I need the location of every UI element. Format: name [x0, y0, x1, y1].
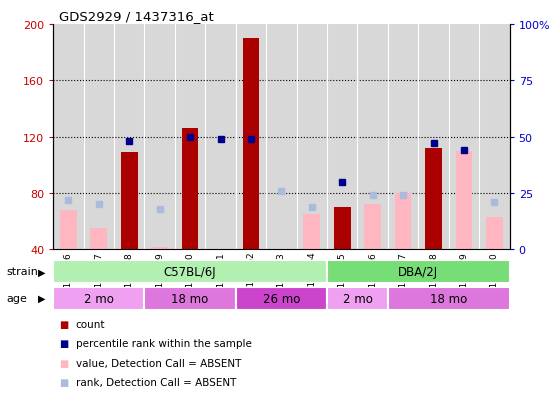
- Text: DBA/2J: DBA/2J: [398, 265, 438, 278]
- Text: 2 mo: 2 mo: [84, 292, 114, 305]
- Bar: [304, 215, 320, 250]
- Bar: [53, 260, 327, 283]
- Text: ▶: ▶: [38, 293, 45, 303]
- Text: age: age: [7, 293, 27, 303]
- Text: percentile rank within the sample: percentile rank within the sample: [76, 339, 251, 349]
- Text: count: count: [76, 319, 105, 329]
- Text: 26 mo: 26 mo: [263, 292, 300, 305]
- Bar: [388, 287, 510, 310]
- Text: strain: strain: [7, 267, 39, 277]
- Bar: [236, 287, 327, 310]
- Text: ■: ■: [59, 319, 68, 329]
- Bar: [53, 287, 144, 310]
- Bar: [60, 211, 77, 250]
- Bar: [327, 260, 510, 283]
- Text: rank, Detection Call = ABSENT: rank, Detection Call = ABSENT: [76, 377, 236, 387]
- Bar: [334, 208, 351, 250]
- Bar: [456, 152, 472, 250]
- Text: ■: ■: [59, 358, 68, 368]
- Bar: [144, 287, 236, 310]
- Text: C57BL/6J: C57BL/6J: [164, 265, 216, 278]
- Text: 18 mo: 18 mo: [171, 292, 209, 305]
- Text: 18 mo: 18 mo: [430, 292, 468, 305]
- Text: ■: ■: [59, 339, 68, 349]
- Text: value, Detection Call = ABSENT: value, Detection Call = ABSENT: [76, 358, 241, 368]
- Text: 2 mo: 2 mo: [343, 292, 372, 305]
- Bar: [365, 205, 381, 250]
- Bar: [151, 247, 168, 250]
- Bar: [327, 287, 388, 310]
- Text: ▶: ▶: [38, 267, 45, 277]
- Text: GDS2929 / 1437316_at: GDS2929 / 1437316_at: [59, 10, 213, 23]
- Bar: [91, 229, 107, 250]
- Bar: [425, 149, 442, 250]
- Bar: [121, 153, 138, 250]
- Text: ■: ■: [59, 377, 68, 387]
- Bar: [395, 194, 412, 250]
- Bar: [242, 39, 259, 250]
- Bar: [182, 129, 198, 250]
- Bar: [486, 218, 503, 250]
